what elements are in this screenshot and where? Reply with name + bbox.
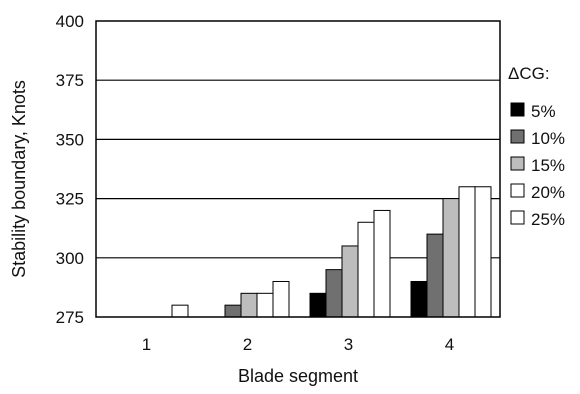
legend-swatch-15pct [510,156,525,171]
bar-segment-2-15pct [240,292,258,318]
legend-swatch-10pct [510,129,525,144]
bar-segment-3-20pct [357,221,375,318]
bar-segment-2-20pct [256,292,274,318]
bar-segment-1-25pct [171,304,189,318]
y-tick-labels: 275 300 325 350 375 400 [56,12,84,327]
bars [171,186,492,318]
x-tick-label: 4 [445,335,454,354]
y-axis-title: Stability boundary, Knots [9,80,29,278]
y-tick-label: 375 [56,71,84,90]
bar-segment-3-25pct [373,209,391,318]
bar-segment-4-5pct [410,280,428,318]
bar-segment-4-25pct [474,186,492,318]
legend-swatch-25pct [510,210,525,225]
x-tick-label: 2 [243,335,252,354]
legend-label: 20% [531,183,565,202]
bar-segment-4-15pct [442,198,460,318]
y-tick-label: 350 [56,130,84,149]
bar-segment-4-10pct [426,233,444,318]
bar-segment-3-10pct [325,269,343,318]
legend-label: 5% [531,102,556,121]
bar-segment-3-15pct [341,245,359,318]
legend-title: ΔCG: [508,64,550,83]
legend-label: 15% [531,156,565,175]
bar-segment-3-5pct [309,292,327,318]
legend-swatch-20pct [510,183,525,198]
x-tick-labels: 1 2 3 4 [142,335,454,354]
x-axis-title: Blade segment [238,366,358,386]
bar-segment-2-10pct [224,304,242,318]
legend-swatch-5pct [510,102,525,117]
gridlines [96,79,500,259]
x-tick-label: 3 [344,335,353,354]
x-tick-label: 1 [142,335,151,354]
plot-area-frame [95,20,501,318]
bar-segment-2-25pct [272,280,290,318]
y-tick-label: 325 [56,190,84,209]
y-tick-label: 275 [56,308,84,327]
bar-segment-4-20pct [458,186,476,318]
legend: ΔCG: 5% 10% 15% 20% 25% [508,64,565,229]
legend-label: 10% [531,129,565,148]
y-tick-label: 400 [56,12,84,31]
legend-label: 25% [531,210,565,229]
y-tick-label: 300 [56,249,84,268]
